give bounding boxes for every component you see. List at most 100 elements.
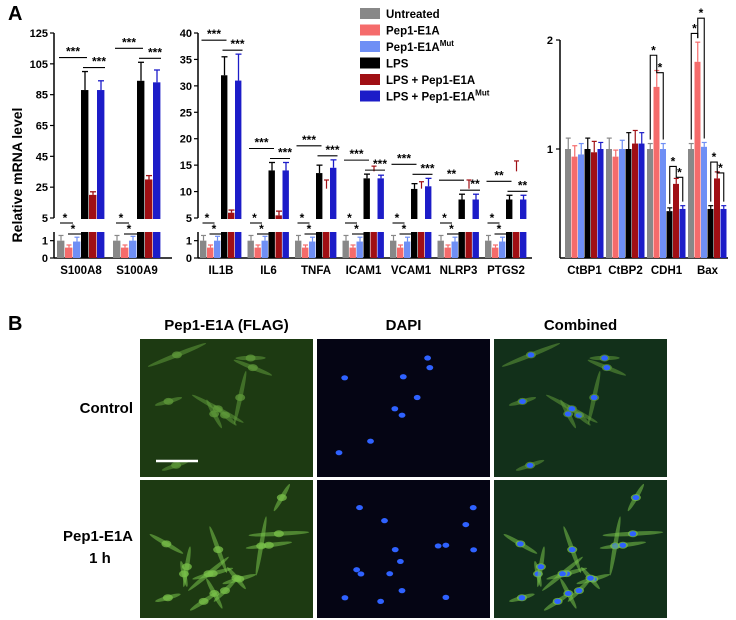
chart-s100: 52545658510512501S100A8********S100A9***… <box>30 28 172 277</box>
bar <box>97 90 105 220</box>
nucleus <box>341 375 349 381</box>
bar <box>342 240 349 258</box>
bar <box>632 143 638 258</box>
bar <box>275 232 282 258</box>
nucleus <box>442 542 450 548</box>
significance-label: *** <box>254 136 268 150</box>
bar <box>506 232 513 258</box>
significance-label: * <box>127 222 132 236</box>
significance-bracket <box>716 167 725 202</box>
bar <box>485 240 492 258</box>
nucleus <box>568 547 576 553</box>
y-tick-label: 10 <box>180 187 192 199</box>
bar <box>330 167 337 219</box>
bar <box>425 186 432 219</box>
significance-label: *** <box>373 157 387 171</box>
significance-label: * <box>490 211 495 225</box>
y-tick-label: 20 <box>180 134 192 146</box>
y-tick-label: 1 <box>42 236 48 248</box>
nucleus <box>526 462 534 468</box>
bar <box>363 232 370 258</box>
legend-swatch <box>360 24 380 36</box>
cell-body <box>213 546 224 554</box>
bar <box>465 232 472 258</box>
bar <box>377 178 384 219</box>
bar <box>363 178 370 219</box>
significance-label: * <box>402 222 407 236</box>
category-label: VCAM1 <box>391 265 432 277</box>
bar <box>235 232 242 258</box>
bar <box>694 61 701 258</box>
bar <box>565 149 571 258</box>
bar <box>673 183 679 258</box>
category-label: IL6 <box>260 265 277 277</box>
bar <box>153 82 161 219</box>
significance-bracket <box>697 17 705 139</box>
significance-label: * <box>718 161 723 175</box>
nucleus <box>587 575 594 581</box>
bar <box>261 240 268 258</box>
bar <box>370 232 377 258</box>
legend-swatch <box>360 90 380 102</box>
cell-body <box>171 351 182 359</box>
cell-body <box>198 597 209 605</box>
nucleus <box>519 398 526 405</box>
legend-label: Untreated <box>386 9 440 21</box>
y-tick-label: 0 <box>186 253 192 265</box>
bar <box>137 232 145 258</box>
row-label: Pep1-E1A <box>63 528 133 545</box>
legend-swatch <box>360 74 380 85</box>
nucleus <box>386 571 394 577</box>
bar <box>282 232 289 258</box>
category-label: NLRP3 <box>440 265 478 277</box>
bar <box>425 232 432 258</box>
bar <box>235 80 242 219</box>
nucleus <box>469 505 477 511</box>
legend-label: LPS + Pep1-E1AMut <box>386 89 490 104</box>
bar <box>606 149 612 258</box>
cell-body <box>163 397 174 405</box>
significance-bracket <box>649 54 658 140</box>
significance-label: ** <box>518 178 528 192</box>
bar <box>625 149 632 258</box>
significance-label: *** <box>325 143 339 157</box>
significance-label: * <box>442 211 447 225</box>
y-tick-label: 65 <box>36 121 48 133</box>
legend-label: LPS + Pep1-E1A <box>386 75 475 87</box>
significance-label: *** <box>349 147 363 161</box>
significance-label: *** <box>148 45 162 59</box>
bar <box>647 149 653 258</box>
significance-label: * <box>677 165 682 179</box>
bar <box>688 149 694 258</box>
bar <box>571 156 578 258</box>
y-tick-label: 85 <box>36 90 48 102</box>
significance-label: *** <box>420 161 434 175</box>
cell-body <box>235 393 246 401</box>
bar <box>597 149 604 258</box>
significance-label: *** <box>397 151 411 165</box>
row-sublabel: 1 h <box>89 550 111 567</box>
significance-label: * <box>671 154 676 168</box>
bar <box>57 240 65 258</box>
cell-body <box>263 541 274 549</box>
nucleus <box>601 355 608 361</box>
bar <box>679 208 686 258</box>
nucleus <box>399 374 407 380</box>
bar <box>316 173 323 219</box>
nucleus <box>396 558 404 565</box>
bar <box>458 199 465 219</box>
bar <box>349 247 356 258</box>
legend-label: Pep1-E1AMut <box>386 39 454 54</box>
significance-label: *** <box>302 133 316 147</box>
significance-label: * <box>205 211 210 225</box>
nucleus <box>398 412 406 418</box>
nucleus <box>424 355 431 361</box>
bar <box>660 149 666 258</box>
bar <box>97 232 105 258</box>
cell-body <box>231 574 242 582</box>
significance-bracket <box>656 66 664 140</box>
category-label: S100A9 <box>116 265 158 277</box>
significance-label: * <box>212 222 217 236</box>
